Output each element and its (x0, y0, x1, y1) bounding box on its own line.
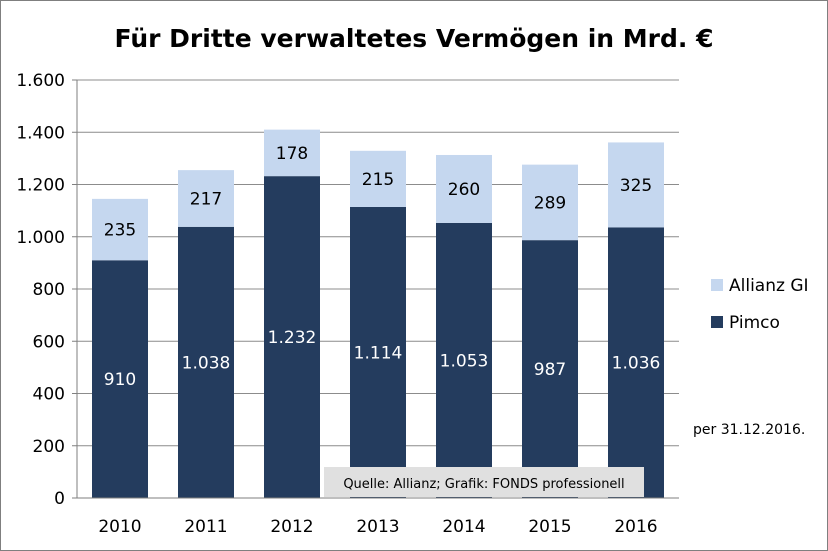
data-label: 987 (534, 360, 566, 380)
data-label: 1.114 (354, 343, 403, 363)
bar-segment (264, 176, 320, 498)
source-box (324, 467, 644, 497)
legend-label: Allianz GI (729, 276, 809, 296)
x-tick-label: 2011 (184, 517, 227, 537)
bar-segment (350, 150, 406, 207)
legend-swatch (711, 316, 723, 328)
bars: 910 235 1.038 217 1.232 178 1.114 215 1.053 260 98… (92, 129, 664, 499)
data-label: 235 (104, 221, 136, 241)
y-tick-label: 0 (54, 489, 65, 509)
bar-segment (178, 226, 234, 498)
data-label: 1.036 (612, 354, 661, 374)
date-annotation: per 31.12.2016. (693, 422, 805, 438)
bar-segment (436, 222, 492, 498)
x-tick-label: 2016 (614, 517, 657, 537)
bar-segment (608, 227, 664, 498)
x-axis-ticks: 2010 2011 2012 2013 2014 2015 2016 (98, 517, 657, 537)
x-tick-label: 2015 (528, 517, 571, 537)
y-tick-label: 1.600 (16, 71, 65, 91)
x-tick-label: 2013 (356, 517, 399, 537)
source-note: Quelle: Allianz; Grafik: FONDS professio… (324, 467, 644, 497)
legend-label: Pimco (729, 313, 780, 333)
legend-swatch (711, 279, 723, 291)
bar-segment (608, 142, 664, 228)
legend: Allianz GI Pimco (711, 276, 809, 333)
bar-segment (522, 164, 578, 241)
y-tick-label: 200 (33, 437, 65, 457)
y-tick-label: 1.400 (16, 123, 65, 143)
data-label: 289 (534, 193, 566, 213)
data-label: 1.038 (182, 353, 231, 373)
y-tick-label: 1.000 (16, 228, 65, 248)
y-tick-label: 1.200 (16, 176, 65, 196)
chart-title: Für Dritte verwaltetes Vermögen in Mrd. … (115, 24, 714, 53)
data-label: 217 (190, 189, 222, 209)
x-tick-label: 2012 (270, 517, 313, 537)
x-tick-label: 2014 (442, 517, 485, 537)
data-label: 910 (104, 370, 136, 390)
data-label: 325 (620, 176, 652, 196)
data-label: 215 (362, 170, 394, 190)
y-tick-label: 800 (33, 280, 65, 300)
y-axis-ticks: 0 200 400 600 800 1.000 1.200 1.400 1.600 (16, 71, 77, 509)
bar-segment (522, 240, 578, 499)
data-label: 260 (448, 180, 480, 200)
bar-segment (92, 260, 148, 498)
data-label: 1.053 (440, 351, 489, 371)
y-tick-label: 400 (33, 385, 65, 405)
source-text: Quelle: Allianz; Grafik: FONDS professio… (343, 477, 624, 492)
bar-segment (436, 154, 492, 223)
bar-segment (92, 198, 148, 261)
data-label: 1.232 (268, 328, 317, 348)
data-label: 178 (276, 144, 308, 164)
bar-segment (264, 129, 320, 177)
y-tick-label: 600 (33, 332, 65, 352)
bar-segment (350, 206, 406, 498)
x-tick-label: 2010 (98, 517, 141, 537)
bar-segment (178, 170, 234, 227)
